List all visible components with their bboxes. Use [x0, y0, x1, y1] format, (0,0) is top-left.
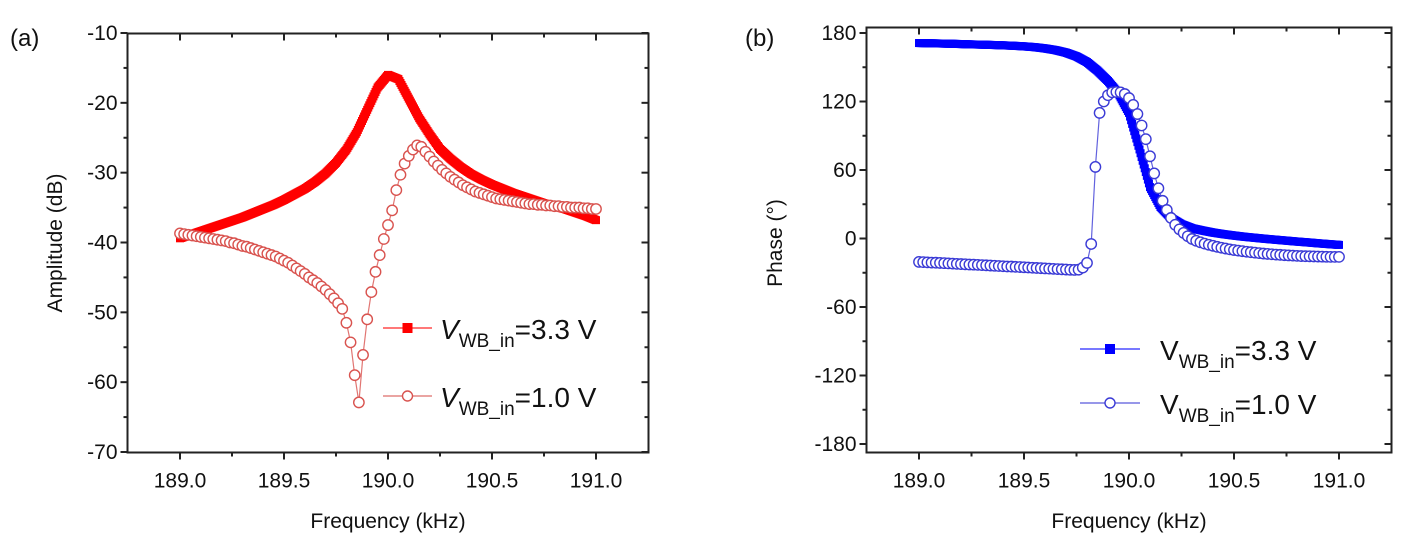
- data-point-circle: [1085, 238, 1098, 250]
- y-tick-label: 120: [821, 91, 856, 114]
- data-point-circle: [1152, 182, 1165, 195]
- y-tick-label: -60: [826, 296, 856, 319]
- series-line: [918, 42, 1340, 246]
- data-point-circle: [340, 316, 353, 329]
- x-tick-label: 191.0: [1313, 470, 1366, 493]
- panel-a-plot-area: [174, 70, 602, 409]
- panel-b-plot-area: [913, 39, 1345, 276]
- x-tick-label: 189.0: [893, 470, 946, 493]
- legend-marker-circle: [401, 390, 414, 402]
- legend-entry: VWB_in=3.3 V: [1080, 335, 1317, 373]
- data-point-circle: [348, 369, 361, 382]
- data-point-circle: [1089, 161, 1102, 173]
- series-open-circle: [913, 86, 1345, 276]
- legend-entry: VWB_in=3.3 V: [383, 314, 597, 352]
- data-point-circle: [386, 204, 399, 217]
- data-point-circle: [1131, 108, 1144, 120]
- y-tick-label: -180: [814, 433, 856, 456]
- x-tick-label: 190.0: [362, 470, 415, 493]
- data-point-square: [1335, 240, 1343, 249]
- data-point-circle: [361, 313, 374, 326]
- y-tick-label: -60: [87, 371, 117, 394]
- legend-entry: VWB_in=1.0 V: [383, 382, 597, 420]
- x-tick-label: 190.0: [1103, 470, 1156, 493]
- panel-b-legend: VWB_in=3.3 V VWB_in=1.0 V: [1080, 335, 1317, 427]
- panel-a-label: (a): [10, 25, 39, 52]
- legend-label: VWB_in=1.0 V: [1160, 389, 1317, 427]
- panel-a-amplitude-chart: (a) 189.0 189.5 190.0 190.5 191.0 -70 -60 -50 -4…: [10, 22, 650, 533]
- data-point-circle: [1135, 119, 1148, 132]
- legend-label: VWB_in=1.0 V: [440, 382, 597, 420]
- panel-b-ticks: 189.0 189.5 190.0 190.5 191.0 -180 -120 -60 0 60 1…: [814, 22, 1392, 493]
- data-point-circle: [373, 249, 386, 261]
- legend-marker-square: [1105, 344, 1115, 354]
- data-point-circle: [357, 349, 369, 361]
- y-tick-label: -30: [87, 162, 117, 185]
- data-point-circle: [369, 265, 382, 278]
- legend-marker-circle: [1104, 397, 1116, 409]
- data-point-circle: [1081, 257, 1093, 269]
- x-tick-label: 189.5: [258, 470, 311, 493]
- data-point-circle: [365, 286, 378, 298]
- panel-b-x-axis-title: Frequency (kHz): [1051, 510, 1206, 533]
- x-tick-label: 189.0: [154, 470, 207, 493]
- legend-marker-square: [402, 323, 413, 333]
- y-tick-label: 60: [833, 159, 856, 182]
- x-tick-label: 190.5: [1208, 470, 1261, 493]
- panel-b-phase-chart: (b) 189.0 189.5 190.0 190.5 191.0 -180 -120 -60…: [745, 22, 1393, 533]
- panel-a-x-axis-title: Frequency (kHz): [310, 510, 465, 533]
- x-tick-label: 191.0: [570, 470, 623, 493]
- data-point-circle: [1333, 250, 1345, 263]
- y-tick-label: -40: [87, 232, 117, 255]
- panel-b-y-axis-title: Phase (°): [764, 199, 787, 287]
- panel-b-label: (b): [745, 25, 774, 52]
- panel-a-ticks: 189.0 189.5 190.0 190.5 191.0 -70 -60 -50 -40 -30…: [87, 22, 649, 493]
- data-point-circle: [344, 336, 357, 349]
- x-tick-label: 190.5: [466, 470, 519, 493]
- y-tick-label: 0: [845, 228, 857, 251]
- series-filled-square: [915, 39, 1343, 249]
- y-tick-label: -50: [87, 301, 117, 324]
- data-point-circle: [1093, 107, 1106, 119]
- data-point-circle: [1144, 150, 1156, 163]
- data-point-circle: [590, 203, 602, 215]
- y-tick-label: -120: [814, 365, 856, 388]
- x-tick-label: 189.5: [998, 470, 1051, 493]
- legend-label: VWB_in=3.3 V: [1160, 335, 1317, 373]
- data-point-circle: [394, 168, 407, 181]
- legend-entry: VWB_in=1.0 V: [1080, 389, 1317, 427]
- series-line: [179, 144, 596, 403]
- series-filled-square: [176, 70, 600, 243]
- data-point-circle: [352, 396, 365, 409]
- y-tick-label: -20: [87, 92, 117, 115]
- y-tick-label: -70: [87, 441, 117, 464]
- panel-a-y-axis-title: Amplitude (dB): [44, 174, 67, 313]
- data-point-square: [592, 216, 600, 225]
- data-point-circle: [377, 233, 390, 245]
- legend-label: VWB_in=3.3 V: [440, 314, 597, 352]
- data-point-circle: [1139, 133, 1152, 146]
- panel-a-legend: VWB_in=3.3 V VWB_in=1.0 V: [383, 314, 597, 420]
- y-tick-label: -10: [87, 22, 117, 45]
- data-point-circle: [336, 302, 349, 315]
- data-point-circle: [382, 219, 394, 231]
- data-point-circle: [390, 184, 403, 197]
- y-tick-label: 180: [821, 22, 856, 45]
- data-point-circle: [1148, 167, 1161, 180]
- series-open-circle: [174, 139, 602, 409]
